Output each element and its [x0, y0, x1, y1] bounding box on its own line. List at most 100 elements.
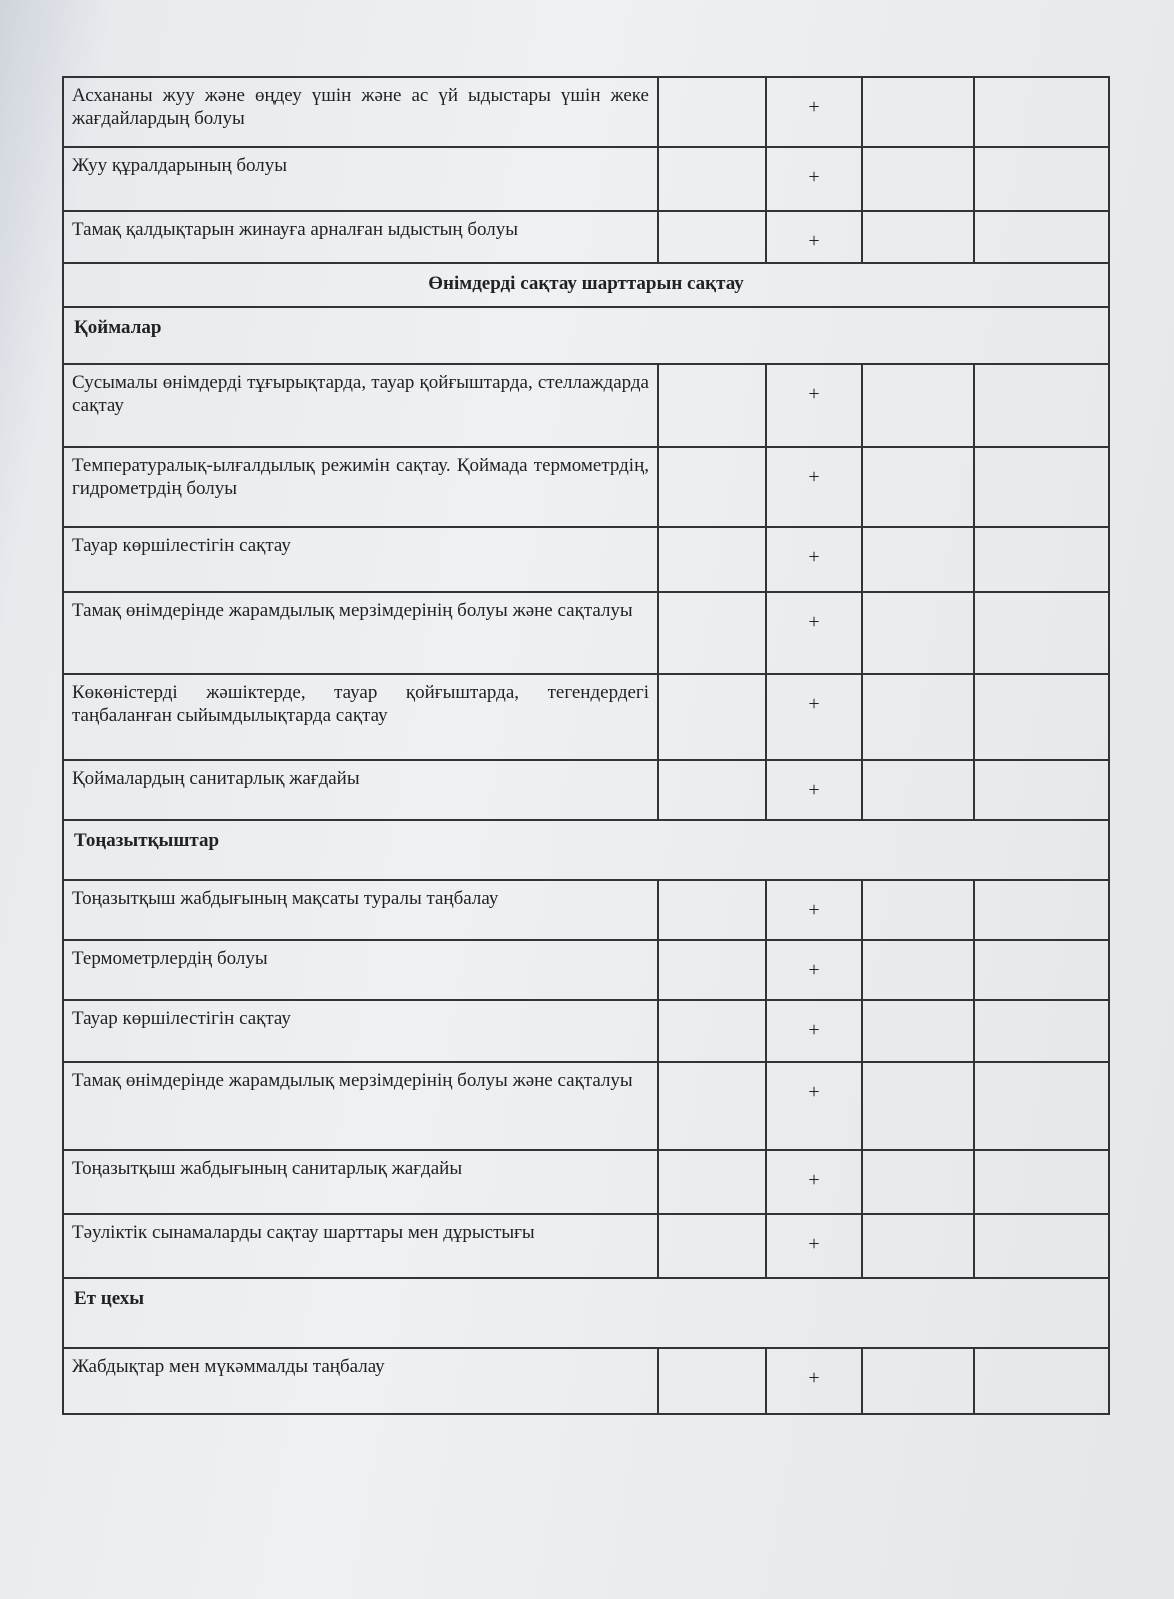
requirement-text: Көкөністерді жәшіктерде, тауар қойғыштар…: [64, 675, 659, 759]
table-row: Қоймалардың санитарлық жағдайы +: [64, 761, 1110, 821]
requirement-text: Тәуліктік сынамаларды сақтау шарттары ме…: [64, 1215, 659, 1277]
empty-cell: [863, 881, 975, 939]
table-row: Тоңазытқыштар: [64, 821, 1110, 881]
requirement-text: Сусымалы өнімдерді тұғырықтарда, тауар қ…: [64, 365, 659, 446]
empty-cell: [659, 1349, 767, 1413]
empty-cell: [975, 675, 1110, 759]
table-row: Тауар көршілестігін сақтау +: [64, 1001, 1110, 1063]
table-row: Тоңазытқыш жабдығының санитарлық жағдайы…: [64, 1151, 1110, 1215]
check-mark: +: [767, 1063, 863, 1149]
requirement-text: Тамақ өнімдерінде жарамдылық мерзімдерін…: [64, 1063, 659, 1149]
table-row: Жуу құралдарының болуы +: [64, 148, 1110, 212]
requirement-text: Жуу құралдарының болуы: [64, 148, 659, 210]
empty-cell: [975, 593, 1110, 673]
empty-cell: [659, 1001, 767, 1061]
check-mark: +: [767, 761, 863, 819]
empty-cell: [863, 1349, 975, 1413]
check-mark: +: [767, 1001, 863, 1061]
check-mark: +: [767, 528, 863, 591]
empty-cell: [975, 941, 1110, 999]
table-row: Өнімдерді сақтау шарттарын сақтау: [64, 264, 1110, 308]
requirement-text: Тауар көршілестігін сақтау: [64, 528, 659, 591]
empty-cell: [863, 448, 975, 526]
empty-cell: [863, 148, 975, 210]
requirement-text: Қоймалардың санитарлық жағдайы: [64, 761, 659, 819]
requirement-text: Асхананы жуу және өңдеу үшін және ас үй …: [64, 78, 659, 146]
empty-cell: [863, 1001, 975, 1061]
empty-cell: [659, 528, 767, 591]
empty-cell: [659, 1063, 767, 1149]
check-mark: +: [767, 675, 863, 759]
checklist-table: Асхананы жуу және өңдеу үшін және ас үй …: [62, 76, 1110, 1415]
table-row: Сусымалы өнімдерді тұғырықтарда, тауар қ…: [64, 365, 1110, 448]
empty-cell: [659, 761, 767, 819]
empty-cell: [863, 1151, 975, 1213]
check-mark: +: [767, 1151, 863, 1213]
empty-cell: [975, 1215, 1110, 1277]
section-heading: Қоймалар: [64, 308, 1110, 363]
requirement-text: Жабдықтар мен мүкәммалды таңбалау: [64, 1349, 659, 1413]
empty-cell: [863, 1063, 975, 1149]
table-row: Тамақ өнімдерінде жарамдылық мерзімдерін…: [64, 1063, 1110, 1151]
check-mark: +: [767, 881, 863, 939]
empty-cell: [975, 528, 1110, 591]
section-heading: Тоңазытқыштар: [64, 821, 1110, 879]
empty-cell: [863, 528, 975, 591]
empty-cell: [863, 593, 975, 673]
empty-cell: [659, 365, 767, 446]
table-row: Жабдықтар мен мүкәммалды таңбалау +: [64, 1349, 1110, 1415]
empty-cell: [975, 761, 1110, 819]
table-row: Температуралық-ылғалдылық режимін сақтау…: [64, 448, 1110, 528]
check-mark: +: [767, 593, 863, 673]
table-row: Термометрлердің болуы +: [64, 941, 1110, 1001]
empty-cell: [659, 675, 767, 759]
empty-cell: [975, 1001, 1110, 1061]
table-row: Ет цехы: [64, 1279, 1110, 1349]
empty-cell: [863, 1215, 975, 1277]
table-row: Тоңазытқыш жабдығының мақсаты туралы таң…: [64, 881, 1110, 941]
empty-cell: [975, 148, 1110, 210]
empty-cell: [975, 78, 1110, 146]
empty-cell: [659, 148, 767, 210]
empty-cell: [863, 78, 975, 146]
empty-cell: [863, 365, 975, 446]
requirement-text: Тоңазытқыш жабдығының санитарлық жағдайы: [64, 1151, 659, 1213]
check-mark: +: [767, 148, 863, 210]
requirement-text: Тамақ өнімдерінде жарамдылық мерзімдерін…: [64, 593, 659, 673]
requirement-text: Температуралық-ылғалдылық режимін сақтау…: [64, 448, 659, 526]
requirement-text: Тауар көршілестігін сақтау: [64, 1001, 659, 1061]
check-mark: +: [767, 448, 863, 526]
table-row: Тамақ қалдықтарын жинауға арналған ыдыст…: [64, 212, 1110, 264]
empty-cell: [863, 761, 975, 819]
requirement-text: Тоңазытқыш жабдығының мақсаты туралы таң…: [64, 881, 659, 939]
table-row: Тамақ өнімдерінде жарамдылық мерзімдерін…: [64, 593, 1110, 675]
check-mark: +: [767, 1349, 863, 1413]
empty-cell: [975, 448, 1110, 526]
empty-cell: [659, 212, 767, 262]
table-row: Тәуліктік сынамаларды сақтау шарттары ме…: [64, 1215, 1110, 1279]
requirement-text: Тамақ қалдықтарын жинауға арналған ыдыст…: [64, 212, 659, 262]
table-row: Көкөністерді жәшіктерде, тауар қойғыштар…: [64, 675, 1110, 761]
empty-cell: [659, 593, 767, 673]
section-title: Өнімдерді сақтау шарттарын сақтау: [64, 264, 1110, 306]
table-row: Қоймалар: [64, 308, 1110, 365]
section-heading: Ет цехы: [64, 1279, 1110, 1347]
empty-cell: [659, 881, 767, 939]
empty-cell: [863, 212, 975, 262]
empty-cell: [863, 941, 975, 999]
empty-cell: [975, 1349, 1110, 1413]
check-mark: +: [767, 941, 863, 999]
empty-cell: [659, 448, 767, 526]
requirement-text: Термометрлердің болуы: [64, 941, 659, 999]
empty-cell: [975, 1063, 1110, 1149]
check-mark: +: [767, 212, 863, 262]
check-mark: +: [767, 1215, 863, 1277]
empty-cell: [659, 1215, 767, 1277]
table-row: Тауар көршілестігін сақтау +: [64, 528, 1110, 593]
check-mark: +: [767, 78, 863, 146]
empty-cell: [975, 365, 1110, 446]
empty-cell: [659, 941, 767, 999]
empty-cell: [659, 78, 767, 146]
empty-cell: [975, 212, 1110, 262]
